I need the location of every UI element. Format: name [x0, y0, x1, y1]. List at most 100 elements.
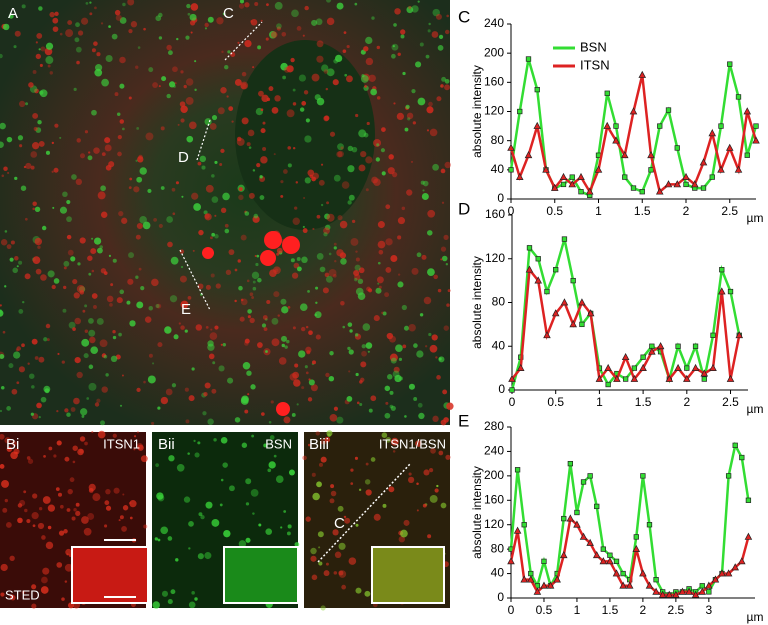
speckle — [274, 1, 283, 10]
speckle — [32, 256, 41, 265]
speckle — [423, 296, 432, 305]
speckle — [30, 151, 38, 158]
speckle — [0, 464, 5, 469]
speckle — [252, 286, 257, 291]
panel-label: Bi — [6, 436, 19, 453]
speckle — [54, 11, 59, 17]
speckle — [268, 420, 272, 424]
panel-label: Bii — [158, 436, 175, 453]
speckle — [67, 20, 73, 25]
marker — [534, 86, 540, 93]
speckle — [143, 524, 148, 529]
speckle — [419, 313, 424, 317]
speckle — [48, 446, 53, 451]
speckle — [187, 12, 191, 16]
speckle — [17, 135, 24, 141]
speckle — [431, 31, 439, 38]
speckle — [430, 447, 436, 454]
speckle — [324, 213, 330, 220]
speckle — [228, 106, 234, 111]
speckle — [273, 266, 281, 275]
speckle — [290, 258, 295, 263]
speckle — [258, 90, 264, 97]
speckle — [214, 160, 218, 164]
speckle — [363, 46, 369, 52]
speckle — [195, 324, 203, 331]
speckle — [397, 235, 402, 240]
speckle — [137, 156, 144, 163]
speckle — [403, 325, 410, 331]
marker — [507, 143, 515, 151]
speckle — [328, 252, 332, 256]
speckle — [346, 75, 353, 83]
speckle — [387, 167, 395, 175]
marker — [653, 577, 659, 583]
speckle — [269, 435, 275, 440]
marker — [515, 172, 524, 180]
speckle — [337, 143, 344, 151]
speckle — [429, 494, 438, 503]
speckle — [407, 117, 411, 121]
speckle — [249, 317, 255, 324]
speckle — [31, 584, 37, 590]
speckle — [266, 299, 271, 304]
speckle — [177, 123, 180, 126]
marker — [738, 557, 746, 565]
speckle — [425, 54, 430, 59]
speckle — [231, 120, 234, 123]
marker — [517, 108, 523, 115]
speckle — [155, 303, 160, 308]
speckle — [105, 488, 111, 495]
speckle — [14, 256, 19, 261]
speckle — [26, 456, 31, 460]
marker — [607, 552, 613, 558]
speckle — [301, 256, 308, 264]
panel-label: E — [181, 301, 191, 318]
speckle — [244, 211, 250, 216]
speckle — [180, 325, 185, 330]
speckle — [302, 455, 307, 461]
speckle — [193, 203, 201, 211]
speckle — [281, 343, 285, 348]
speckle — [84, 441, 88, 446]
speckle — [38, 415, 41, 419]
speckle — [184, 387, 189, 392]
speckle — [31, 142, 40, 150]
speckle — [419, 42, 424, 47]
speckle — [52, 26, 59, 33]
speckle — [100, 420, 105, 426]
speckle — [321, 163, 324, 166]
speckle — [365, 462, 369, 466]
speckle — [248, 146, 252, 149]
speckle — [355, 587, 362, 594]
speckle — [271, 106, 279, 114]
y-tick-label: 80 — [491, 133, 505, 147]
marker — [533, 587, 542, 595]
speckle — [167, 536, 173, 541]
speckle — [181, 195, 184, 198]
speckle — [201, 165, 206, 170]
marker — [632, 544, 641, 552]
speckle — [347, 145, 354, 152]
speckle — [269, 30, 277, 39]
speckle — [393, 102, 396, 105]
speckle — [215, 283, 221, 289]
speckle — [416, 509, 419, 512]
speckle — [315, 334, 321, 340]
marker — [640, 354, 646, 360]
speckle — [265, 350, 268, 353]
speckle — [79, 436, 86, 442]
y-tick-label: 160 — [484, 75, 504, 89]
x-tick-label: 1 — [595, 204, 602, 218]
speckle — [223, 529, 231, 538]
speckle — [8, 363, 14, 369]
speckle — [338, 570, 347, 578]
marker — [684, 365, 690, 371]
speckle — [378, 249, 384, 255]
speckle — [23, 490, 27, 494]
speckle — [93, 305, 97, 309]
speckle — [244, 409, 249, 414]
speckle — [289, 373, 298, 381]
speckle — [320, 456, 327, 463]
marker — [508, 374, 516, 382]
